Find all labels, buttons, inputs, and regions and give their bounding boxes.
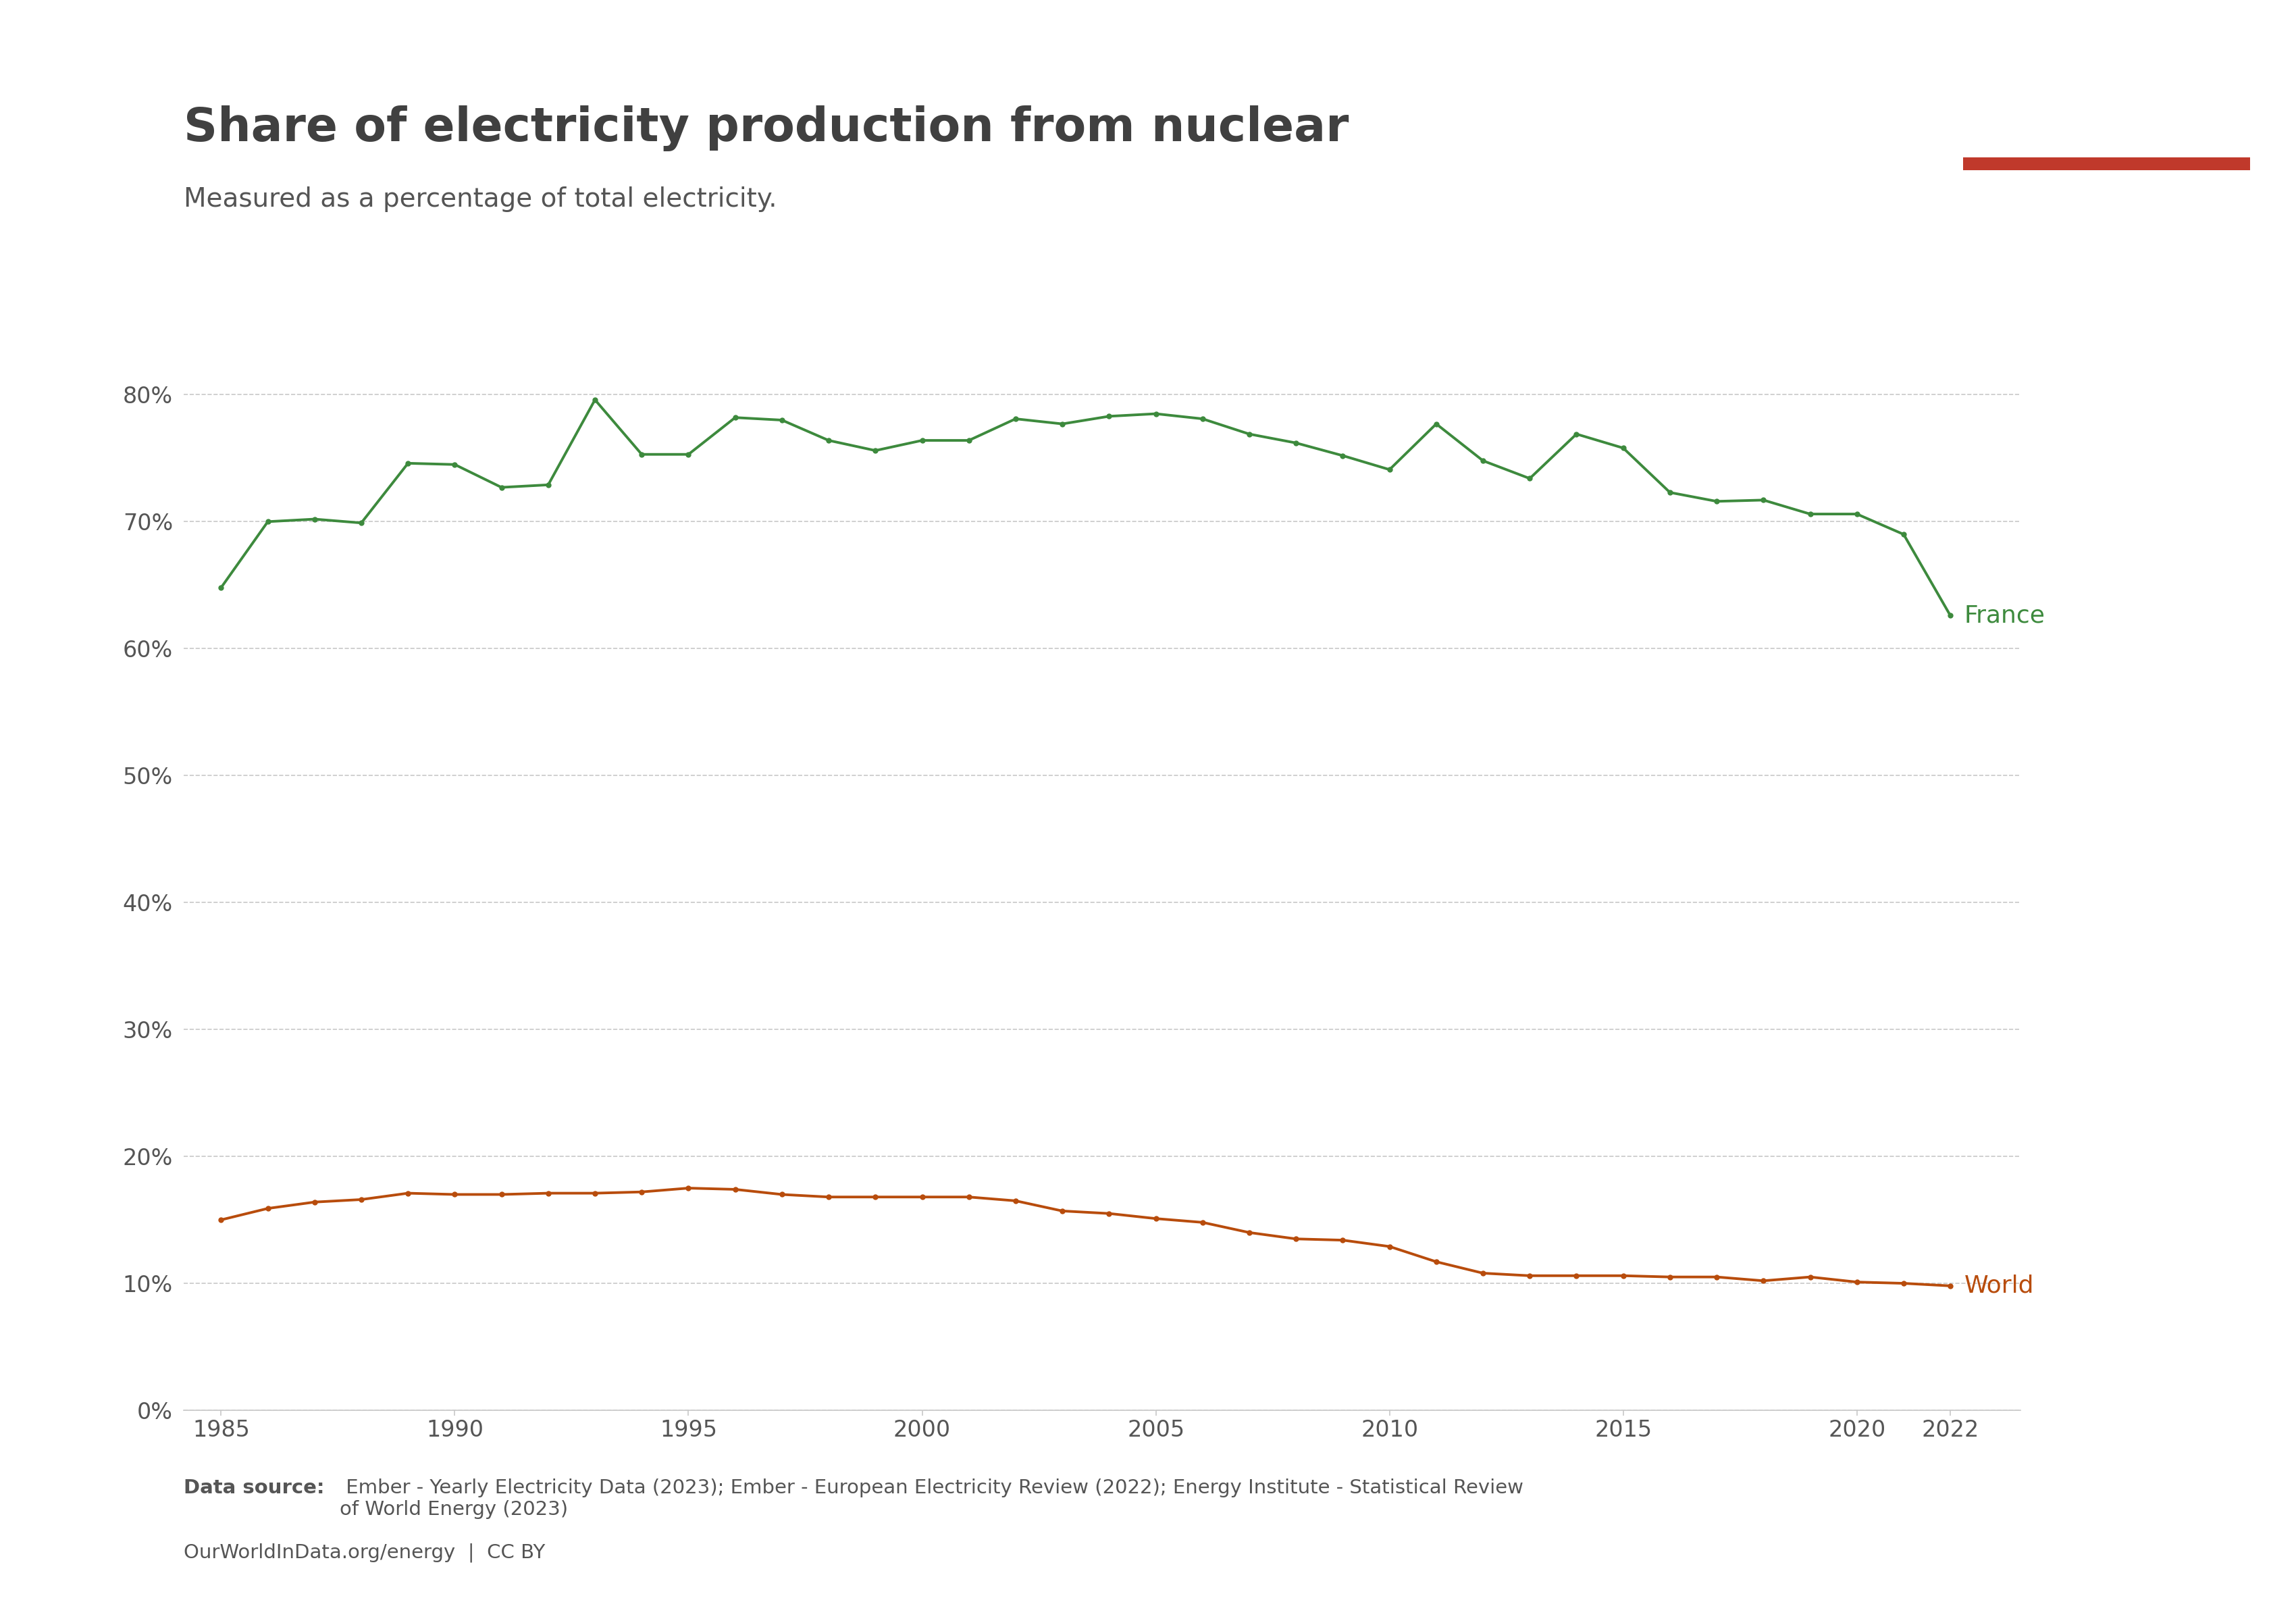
Text: Share of electricity production from nuclear: Share of electricity production from nuc… [184, 105, 1348, 151]
Text: Measured as a percentage of total electricity.: Measured as a percentage of total electr… [184, 186, 776, 212]
Text: World: World [1965, 1274, 2034, 1297]
Text: France: France [1965, 605, 2046, 627]
Text: OurWorldInData.org/energy  |  CC BY: OurWorldInData.org/energy | CC BY [184, 1543, 544, 1563]
Text: Data source:: Data source: [184, 1478, 324, 1498]
Text: Our World
in Data: Our World in Data [2043, 62, 2170, 113]
Text: Ember - Yearly Electricity Data (2023); Ember - European Electricity Review (202: Ember - Yearly Electricity Data (2023); … [340, 1478, 1525, 1519]
Bar [1963, 157, 2250, 170]
